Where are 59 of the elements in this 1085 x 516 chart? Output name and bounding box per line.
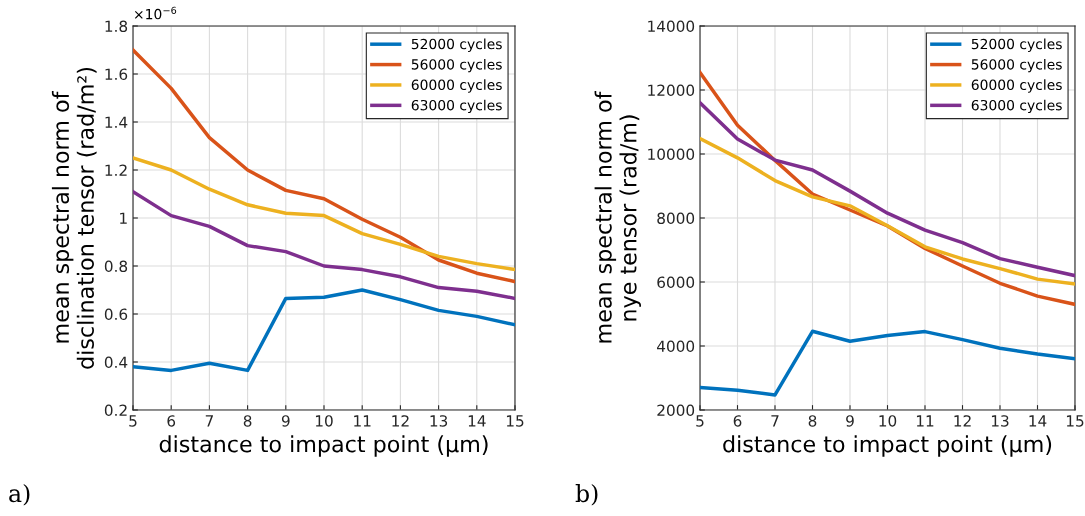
x-tick-label: 10 [879, 415, 897, 427]
line-series [133, 189, 515, 301]
x-tick-label: 6 [167, 415, 176, 427]
legend-label: 60000 cycles [411, 79, 502, 93]
x-tick-label: 11 [354, 415, 371, 427]
x-tick-label: 15 [1066, 415, 1084, 427]
x-tick-label: 8 [243, 415, 252, 427]
y-tick-label: 2000 [657, 404, 695, 417]
x-tick-label: 12 [392, 415, 409, 427]
y-tick-label: 6000 [657, 276, 695, 289]
y-tick-label: 1 [120, 212, 127, 224]
x-tick-label: 13 [991, 415, 1009, 427]
legend-label: 63000 cycles [971, 99, 1062, 114]
line-series [700, 101, 1075, 278]
legend-label: 60000 cycles [971, 79, 1062, 93]
x-tick-label: 11 [916, 415, 934, 427]
text: a) [9, 483, 30, 506]
line-series [700, 329, 1075, 397]
x-tick-label: 6 [733, 415, 742, 427]
y-tick-label: 1.6 [105, 68, 128, 81]
text: ×10$^{−6}$ [134, 6, 177, 20]
x-tick-label: 13 [430, 415, 448, 427]
x-tick-label: 10 [315, 415, 333, 427]
legend-label: 56000 cycles [971, 58, 1062, 73]
line-series [700, 136, 1075, 286]
y-tick-label: 1.8 [105, 20, 128, 33]
x-axis-title: distance to impact point (µm) [159, 435, 488, 457]
x-tick-label: 14 [468, 415, 486, 427]
x-tick-label: 9 [846, 415, 854, 427]
legend-label: 52000 cycles [411, 38, 502, 52]
x-tick-label: 14 [1029, 415, 1047, 427]
y-tick-label: 0.8 [104, 260, 128, 273]
y-tick-label: 0.4 [104, 356, 128, 369]
y-tick-label: 4000 [657, 340, 695, 353]
y-tick-label: 1.2 [105, 164, 127, 176]
y-axis-title: mean spectral norm of disclination tensor (rad/m²) [51, 67, 97, 369]
x-tick-label: 8 [808, 415, 817, 427]
y-tick-label: 8000 [657, 212, 695, 225]
x-axis-title: distance to impact point (µm) [723, 435, 1052, 457]
y-tick-label: 12000 [648, 84, 695, 97]
y-axis-title: mean spectral norm of nye tensor (rad/m) [594, 91, 641, 343]
legend-label: 56000 cycles [411, 58, 502, 73]
x-tick-label: 5 [696, 415, 704, 427]
y-tick-label: 0.6 [104, 308, 128, 321]
x-tick-label: 7 [771, 415, 779, 427]
y-tick-label: 1.4 [105, 116, 128, 128]
legend-label: 63000 cycles [411, 99, 502, 114]
text: b) [575, 483, 598, 506]
line-series [133, 156, 515, 272]
x-tick-label: 7 [205, 415, 213, 427]
y-tick-label: 0.2 [104, 404, 127, 417]
line-series [133, 288, 515, 373]
y-tick-label: 10000 [648, 148, 695, 161]
x-tick-label: 12 [954, 415, 971, 427]
x-tick-label: 5 [129, 415, 137, 427]
y-tick-label: 14000 [648, 20, 695, 33]
legend-label: 52000 cycles [971, 38, 1062, 52]
x-tick-label: 15 [506, 415, 524, 427]
x-tick-label: 9 [281, 415, 290, 427]
